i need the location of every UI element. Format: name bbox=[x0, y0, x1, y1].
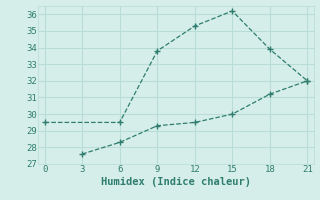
X-axis label: Humidex (Indice chaleur): Humidex (Indice chaleur) bbox=[101, 177, 251, 187]
